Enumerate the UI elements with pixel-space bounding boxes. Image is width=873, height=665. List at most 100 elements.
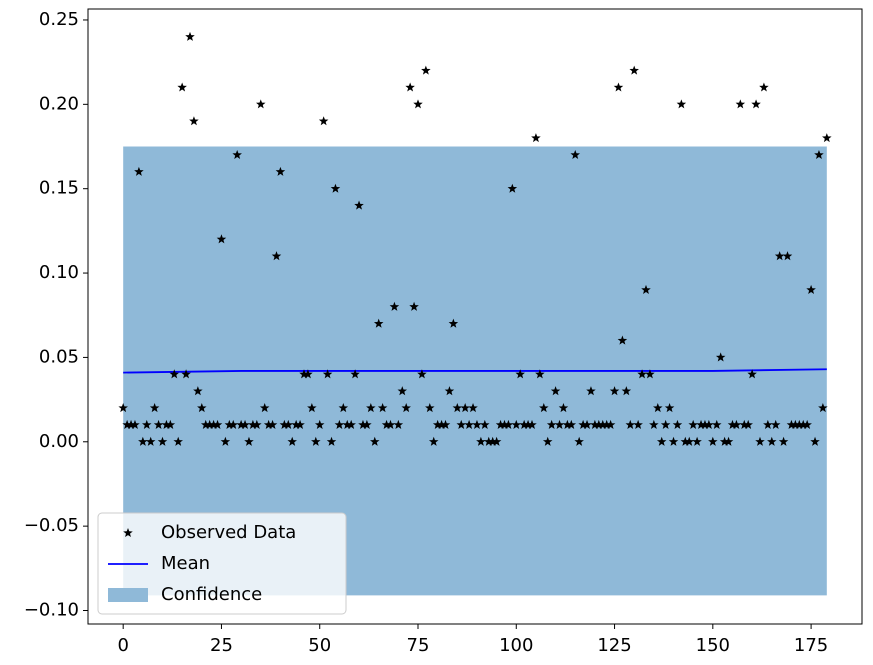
data-point <box>782 251 793 261</box>
legend-item: Confidence <box>108 584 262 605</box>
data-point <box>468 403 478 413</box>
data-point <box>118 403 128 413</box>
data-point <box>232 149 242 159</box>
data-point <box>519 419 529 429</box>
data-point <box>503 419 514 429</box>
data-point <box>531 133 541 143</box>
data-point <box>460 403 470 413</box>
data-point <box>645 369 655 379</box>
data-point <box>236 419 246 429</box>
data-point <box>535 369 545 379</box>
legend-label: Confidence <box>161 584 262 605</box>
data-point <box>338 403 349 413</box>
data-point <box>684 436 694 446</box>
data-point <box>499 419 510 429</box>
x-tick-label: 25 <box>210 635 233 656</box>
data-point <box>818 403 828 413</box>
data-point <box>185 31 195 41</box>
data-point <box>605 419 616 429</box>
data-point <box>436 419 447 429</box>
data-point <box>755 436 765 446</box>
data-point <box>735 99 746 109</box>
data-point <box>417 369 427 379</box>
data-point <box>318 116 329 126</box>
data-point <box>342 419 352 429</box>
data-point <box>157 436 168 446</box>
data-point <box>267 419 278 429</box>
data-point <box>562 419 573 429</box>
data-point <box>126 419 136 429</box>
data-point <box>794 419 805 429</box>
data-point <box>672 419 683 429</box>
data-point <box>767 436 777 446</box>
data-point <box>138 436 148 446</box>
data-point <box>464 419 474 429</box>
data-point <box>373 318 384 328</box>
x-tick-label: 0 <box>117 635 128 656</box>
data-point <box>472 419 482 429</box>
data-point <box>181 369 191 379</box>
data-point <box>389 301 400 311</box>
data-point <box>727 419 738 429</box>
data-point <box>625 419 636 429</box>
data-point <box>259 403 270 413</box>
data-point <box>444 386 455 396</box>
data-point <box>401 403 411 413</box>
data-point <box>715 352 726 362</box>
data-point <box>558 403 569 413</box>
data-point <box>200 419 211 429</box>
data-point <box>751 99 761 109</box>
data-point <box>515 369 525 379</box>
y-tick-label: −0.05 <box>24 515 79 536</box>
data-point <box>165 419 176 429</box>
data-point <box>216 234 227 244</box>
data-point <box>810 436 820 446</box>
data-point <box>704 419 714 429</box>
data-point <box>601 419 612 429</box>
data-point <box>362 419 372 429</box>
legend-marker <box>108 588 148 602</box>
data-point <box>256 99 266 109</box>
data-point <box>425 403 435 413</box>
data-point <box>271 251 282 261</box>
data-point <box>731 419 742 429</box>
data-point <box>641 284 651 294</box>
data-point <box>161 419 172 429</box>
data-point <box>326 436 337 446</box>
data-point <box>621 386 632 396</box>
data-point <box>633 419 643 429</box>
data-point <box>291 419 301 429</box>
data-point <box>366 403 376 413</box>
data-point <box>448 318 459 328</box>
x-tick-label: 150 <box>696 635 730 656</box>
data-point <box>397 386 408 396</box>
data-point <box>432 419 443 429</box>
data-point <box>299 369 309 379</box>
data-point <box>629 65 639 75</box>
data-point <box>145 436 156 446</box>
x-tick-label: 50 <box>308 635 331 656</box>
data-point <box>149 403 160 413</box>
data-point <box>354 200 364 210</box>
y-tick-label: 0.25 <box>39 9 79 30</box>
data-point <box>668 436 679 446</box>
data-point <box>263 419 274 429</box>
data-point <box>613 82 624 92</box>
x-tick-label: 75 <box>407 635 430 656</box>
data-point <box>208 419 219 429</box>
data-point <box>712 419 722 429</box>
y-tick-label: 0.00 <box>39 431 79 452</box>
data-point <box>770 419 781 429</box>
data-point <box>409 301 419 311</box>
data-point <box>676 99 687 109</box>
data-point <box>539 403 549 413</box>
data-point <box>275 166 286 176</box>
data-point <box>480 419 490 429</box>
data-point <box>248 419 258 429</box>
data-point <box>169 369 180 379</box>
data-point <box>421 65 431 75</box>
data-point <box>586 386 596 396</box>
data-point <box>495 419 506 429</box>
data-point <box>570 149 580 159</box>
